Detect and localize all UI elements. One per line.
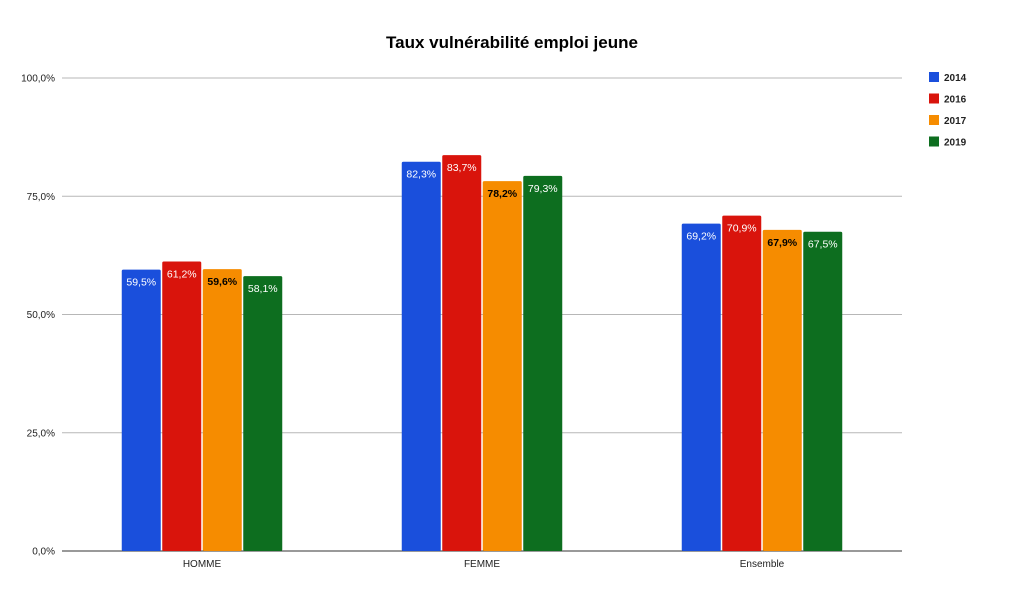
data-label: 79,3% — [528, 183, 558, 195]
legend-swatch — [929, 72, 939, 82]
legend-swatch — [929, 115, 939, 125]
y-tick-label: 0,0% — [32, 547, 55, 558]
legend-label: 2014 — [944, 73, 967, 84]
data-label: 61,2% — [167, 269, 197, 281]
legend-item-2017: 2017 — [929, 115, 967, 127]
data-label: 58,1% — [248, 283, 278, 295]
x-axis-categories: HOMME FEMME Ensemble — [183, 559, 785, 570]
bar-2014-ensemble — [681, 223, 721, 551]
legend-item-2019: 2019 — [929, 136, 967, 149]
data-label: 70,9% — [727, 223, 757, 235]
legend-item-2016: 2016 — [929, 93, 967, 106]
bar-2016-homme — [162, 261, 202, 551]
legend-item-2014: 2014 — [929, 72, 967, 84]
bar-2016-femme — [442, 155, 482, 551]
legend-label: 2016 — [944, 95, 967, 106]
legend: 2014 2016 2017 2019 — [929, 72, 967, 149]
y-tick-label: 75,0% — [27, 192, 55, 203]
y-tick-label: 50,0% — [27, 310, 55, 321]
data-label: 78,2% — [487, 188, 517, 200]
gridlines — [62, 77, 902, 552]
data-label: 59,5% — [126, 277, 156, 289]
bar-2017-femme — [482, 181, 522, 551]
bars — [121, 155, 843, 551]
y-axis-ticks: 0,0% 25,0% 50,0% 75,0% 100,0% — [21, 74, 55, 558]
bar-2019-ensemble — [803, 231, 843, 551]
data-label: 69,2% — [686, 231, 716, 243]
bar-2014-homme — [121, 269, 161, 551]
data-label: 82,3% — [406, 169, 436, 181]
data-label: 83,7% — [447, 162, 477, 174]
bar-2017-homme — [202, 269, 242, 551]
bar-2019-homme — [243, 276, 283, 551]
legend-label: 2019 — [944, 138, 967, 149]
x-category-label: HOMME — [183, 559, 222, 570]
data-label: 67,5% — [808, 239, 838, 251]
legend-label: 2017 — [944, 116, 967, 127]
bar-2014-femme — [401, 161, 441, 551]
legend-swatch — [929, 93, 939, 104]
data-label: 67,9% — [767, 237, 797, 249]
chart-title: Taux vulnérabilité emploi jeune — [386, 33, 638, 52]
x-category-label: Ensemble — [740, 559, 785, 570]
legend-swatch — [929, 136, 939, 147]
data-label: 59,6% — [207, 276, 237, 288]
bar-2016-ensemble — [722, 215, 762, 551]
x-category-label: FEMME — [464, 559, 500, 570]
y-tick-label: 100,0% — [21, 74, 55, 85]
y-tick-label: 25,0% — [27, 428, 55, 439]
data-labels: 59,5% 61,2% 59,6% 58,1% 82,3% 83,7% 78,2% 79,3%… — [126, 162, 837, 295]
bar-2019-femme — [523, 175, 563, 551]
bar-2017-ensemble — [762, 229, 802, 551]
